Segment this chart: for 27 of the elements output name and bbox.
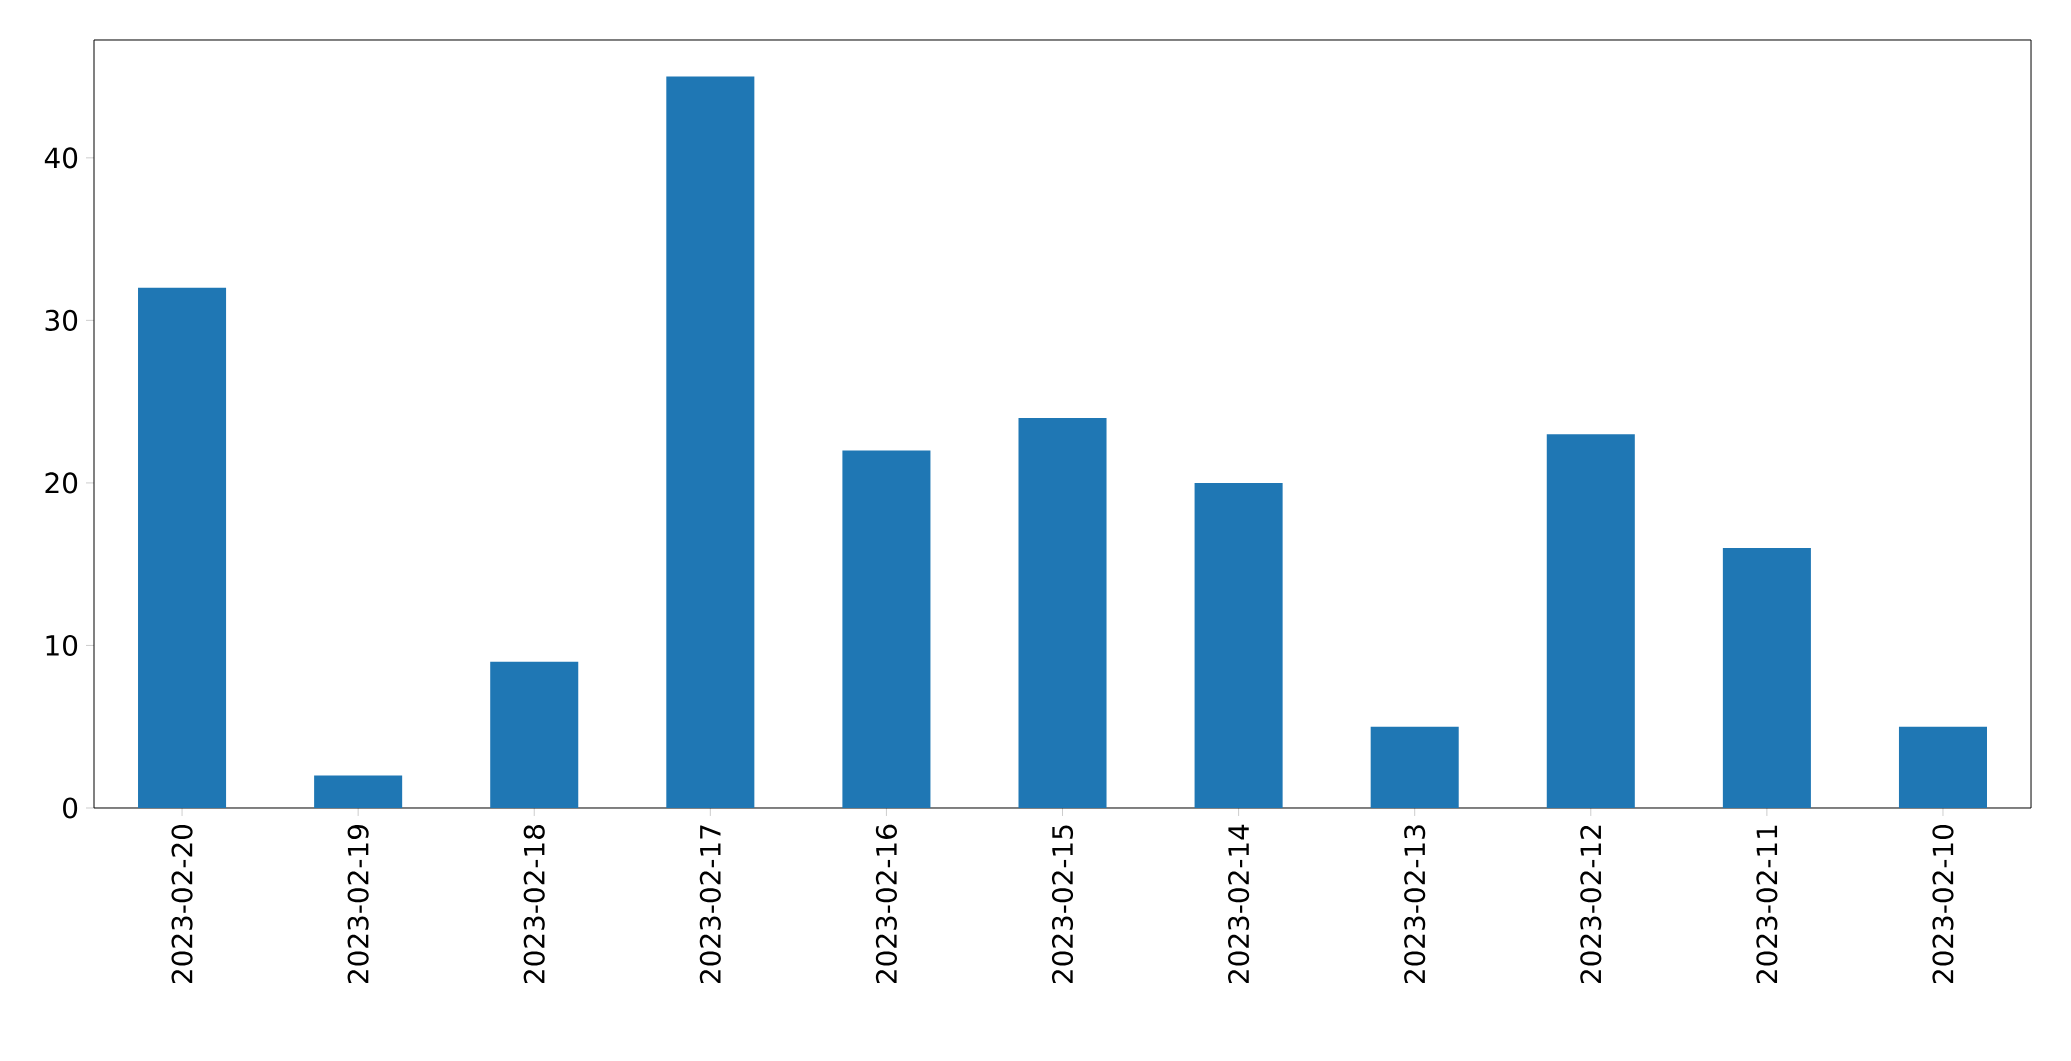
y-tick-label: 10	[46, 634, 78, 657]
bar	[1898, 726, 1987, 808]
bar	[314, 775, 403, 808]
bar	[490, 661, 579, 808]
bar	[666, 76, 755, 808]
bar	[138, 287, 227, 808]
y-tick-label: 20	[45, 472, 78, 494]
x-tick-label: 2023-02-16	[875, 824, 897, 984]
x-tick-label: 2023-02-15	[1051, 825, 1074, 984]
x-tick-label: 2023-02-17	[699, 825, 721, 984]
x-tick-label: 2023-02-18	[523, 824, 545, 984]
y-tick-label: 40	[44, 147, 78, 169]
bar	[842, 450, 931, 808]
x-tick-label: 2023-02-14	[1228, 824, 1250, 984]
x-tick-label: 2023-02-11	[1756, 825, 1778, 984]
y-tick-label: 0	[63, 797, 78, 819]
y-tick-label: 30	[45, 309, 78, 331]
bar	[1370, 726, 1459, 808]
bar	[1722, 547, 1811, 808]
bar	[1194, 482, 1283, 808]
bar	[1018, 417, 1107, 808]
x-tick-label: 2023-02-10	[1932, 824, 1954, 984]
x-tick-label: 2023-02-13	[1404, 825, 1426, 984]
x-tick-label: 2023-02-20	[171, 824, 193, 984]
bar	[1546, 434, 1635, 808]
x-tick-label: 2023-02-12	[1580, 825, 1602, 984]
x-tick-label: 2023-02-19	[347, 825, 369, 984]
